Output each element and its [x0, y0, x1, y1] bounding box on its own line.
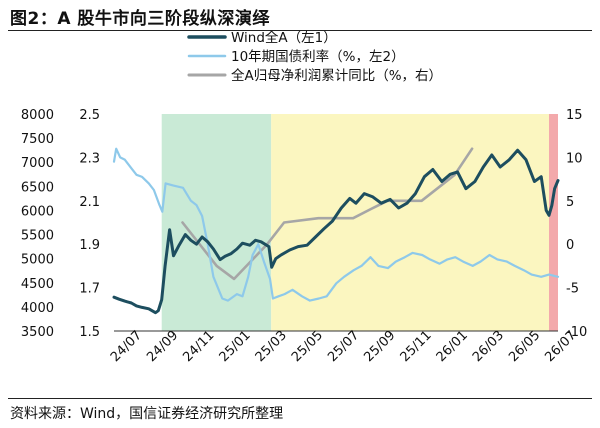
x-tick-label: 26/01 [434, 328, 471, 365]
x-tick-label: 25/03 [253, 328, 290, 365]
series-line-2 [112, 147, 560, 302]
chart: 3500 4000 4500 5000 5500 6000 6500 7000 7500 8000… [21, 31, 587, 365]
series-line-1 [112, 148, 560, 315]
left2-tick-label: 2.3 [79, 151, 100, 166]
right-tick-label: 0 [566, 238, 574, 253]
left1-tick-label: 4500 [21, 277, 54, 292]
bottom-rule [8, 398, 592, 399]
x-tick-label: 26/03 [470, 328, 507, 365]
x-tick-label: 26/07 [542, 328, 579, 365]
left1-tick-label: 7000 [21, 156, 54, 171]
x-tick-label: 25/01 [217, 328, 254, 365]
legend-label-3: 全A归母净利润累计同比（%，右） [231, 67, 442, 84]
right-tick-label: 10 [566, 151, 583, 166]
legend: Wind全A（左1） 10年期国债利率（%，左2） 全A归母净利润累计同比（%，右） [187, 31, 442, 84]
shaded-band-1 [161, 114, 272, 331]
left1-tick-label: 8000 [21, 108, 54, 123]
right-tick-label: -10 [566, 325, 587, 340]
left2-tick-label: 1.5 [79, 325, 100, 340]
left2-tick-label: 1.7 [79, 282, 100, 297]
x-tick-label: 25/05 [289, 328, 326, 365]
left1-tick-label: 5000 [21, 253, 54, 268]
left1-tick-label: 7500 [21, 132, 54, 147]
x-tick-label: 24/09 [144, 328, 181, 365]
left1-tick-label: 6500 [21, 180, 54, 195]
left1-tick-label: 6000 [21, 204, 54, 219]
x-tick-label: 25/09 [361, 328, 398, 365]
left1-tick-label: 5500 [21, 229, 54, 244]
x-tick-label: 25/07 [325, 328, 362, 365]
figure-title: 图2：A 股牛市向三阶段纵深演绎 [10, 9, 270, 29]
right-tick-label: 15 [566, 108, 583, 123]
shaded-band-2 [271, 114, 550, 331]
x-tick-label: 24/07 [108, 328, 145, 365]
top-rule [8, 30, 592, 31]
left2-tick-label: 2.1 [79, 195, 100, 210]
shaded-bands [161, 114, 558, 331]
legend-label-2: 10年期国债利率（%，左2） [231, 48, 405, 65]
x-tick-label: 25/11 [398, 328, 435, 365]
left2-tick-label: 2.5 [79, 108, 100, 123]
x-tick-label: 24/11 [180, 328, 217, 365]
series-lines [112, 147, 560, 315]
shaded-band-3 [549, 114, 558, 331]
right-tick-label: -5 [566, 282, 579, 297]
x-tick-label: 26/05 [506, 328, 543, 365]
left1-tick-label: 4000 [21, 301, 54, 316]
right-tick-label: 5 [566, 195, 574, 210]
legend-label-1: Wind全A（左1） [231, 31, 337, 46]
left1-tick-label: 3500 [21, 325, 54, 340]
source-note: 资料来源：Wind，国信证券经济研究所整理 [10, 406, 284, 422]
left2-tick-label: 1.9 [79, 238, 100, 253]
